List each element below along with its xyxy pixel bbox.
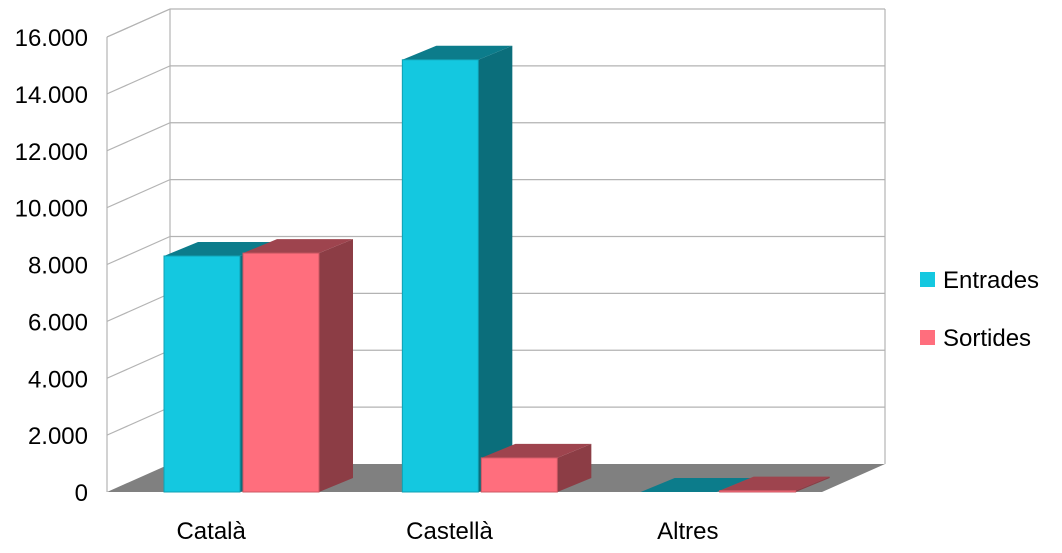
category-label: Castellà: [406, 518, 493, 545]
bar-entrades-1: [401, 45, 513, 493]
gridline-side: [106, 122, 171, 152]
gridline-side: [106, 235, 171, 266]
gridline-side: [106, 179, 171, 209]
category-label: Català: [176, 518, 246, 545]
x-axis-categories: Català Castellà Altres: [176, 518, 718, 545]
bars: [163, 45, 830, 493]
category-label: Altres: [657, 518, 718, 545]
y-tick-label: 8.000: [28, 253, 88, 280]
legend-label: Sortides: [943, 325, 1031, 352]
y-tick-label: 6.000: [28, 309, 88, 336]
bar-entrades-2: [640, 478, 751, 492]
y-axis-ticks: 0 2.000 4.000 6.000 8.000 10.000 12.000 14.000 1…: [15, 25, 88, 507]
legend-swatch: [920, 330, 935, 345]
gridline-side: [106, 349, 171, 379]
legend-swatch: [920, 272, 935, 287]
legend[interactable]: Entrades Sortides: [920, 267, 1039, 352]
legend-item-entrades[interactable]: Entrades: [920, 267, 1039, 294]
grid: [106, 8, 886, 492]
y-tick-label: 10.000: [15, 196, 88, 223]
gridline-side: [106, 65, 171, 95]
y-tick-label: 16.000: [15, 25, 88, 52]
gridline-side: [106, 292, 171, 322]
bar-sortides-0: [242, 239, 353, 493]
y-tick-label: 12.000: [15, 139, 88, 166]
y-tick-label: 0: [75, 480, 88, 507]
gridline-side: [106, 406, 171, 436]
y-tick-label: 14.000: [15, 82, 88, 109]
side-wall-top-edge: [106, 8, 171, 38]
y-tick-label: 2.000: [28, 423, 88, 450]
bar-sortides-1: [480, 443, 592, 493]
legend-label: Entrades: [943, 267, 1039, 294]
y-tick-label: 4.000: [28, 366, 88, 393]
bar-sortides-2: [719, 476, 830, 493]
legend-item-sortides[interactable]: Sortides: [920, 325, 1031, 352]
